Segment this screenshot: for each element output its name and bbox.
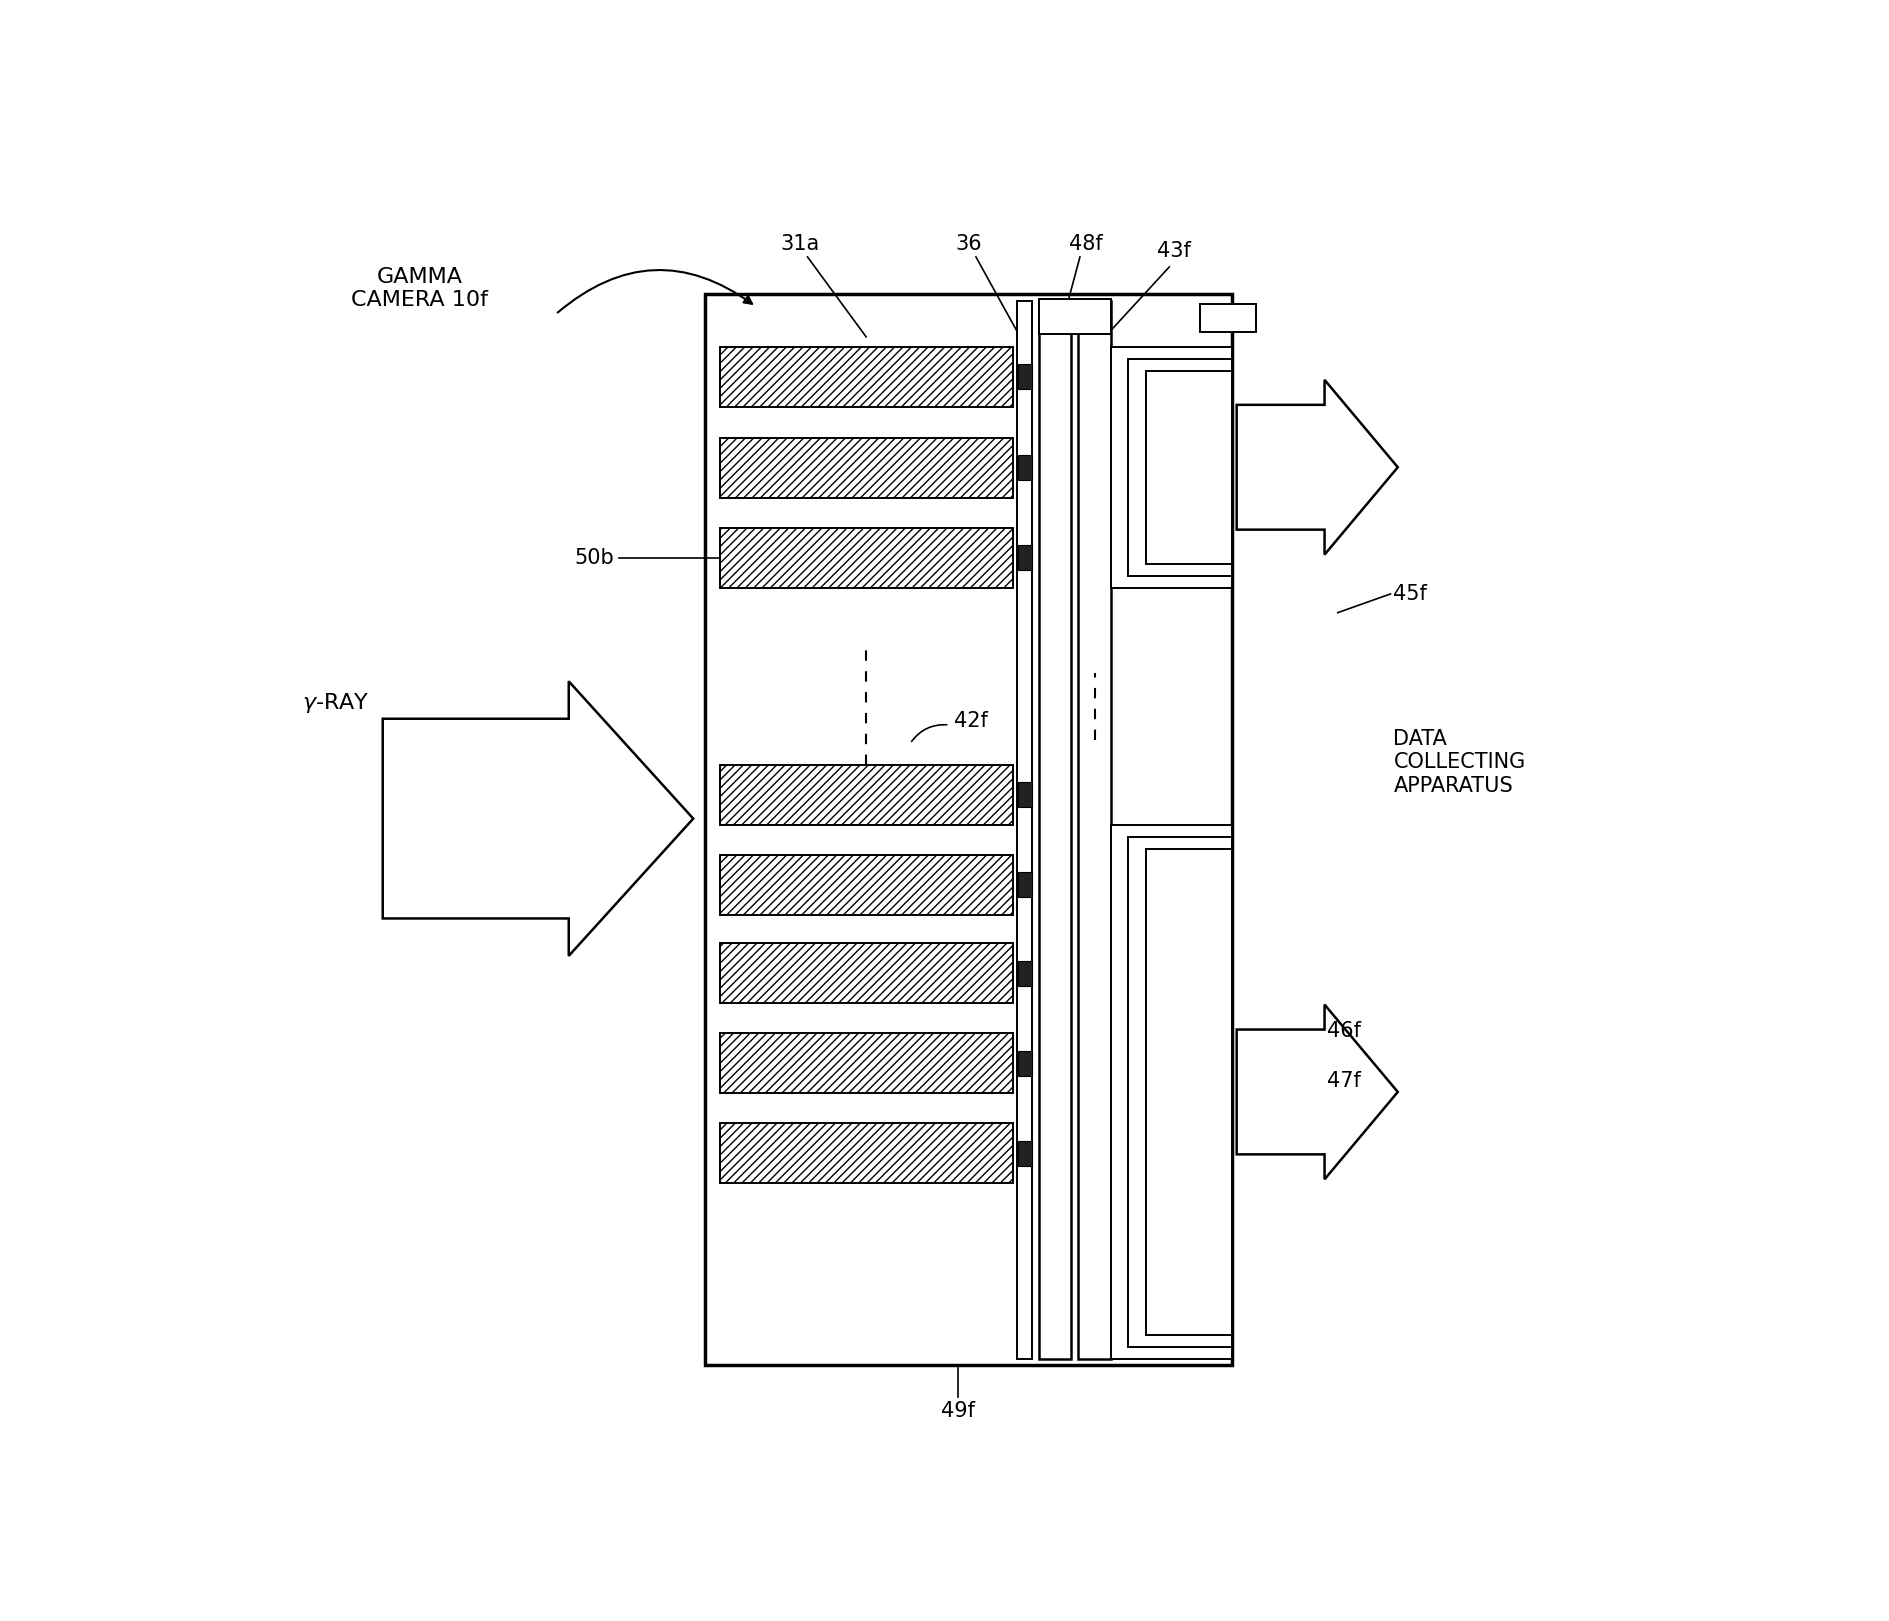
- Bar: [1079, 300, 1111, 1358]
- Polygon shape: [1235, 379, 1398, 554]
- Bar: [1128, 358, 1232, 575]
- Bar: [720, 943, 1013, 1003]
- Bar: [720, 1033, 1013, 1093]
- Text: DATA
COLLECTING
APPARATUS: DATA COLLECTING APPARATUS: [1392, 729, 1524, 796]
- Text: $\gamma$-RAY: $\gamma$-RAY: [302, 691, 370, 715]
- Bar: [1039, 300, 1111, 334]
- Bar: [1018, 365, 1031, 389]
- Bar: [720, 347, 1013, 407]
- Text: 49f: 49f: [941, 1402, 975, 1422]
- Bar: [1018, 872, 1031, 898]
- Bar: [720, 1123, 1013, 1183]
- Bar: [705, 295, 1232, 1365]
- Bar: [720, 438, 1013, 498]
- Bar: [1145, 371, 1232, 564]
- Polygon shape: [1235, 1005, 1398, 1180]
- Bar: [1016, 300, 1031, 1358]
- Bar: [1018, 1141, 1031, 1165]
- Bar: [1111, 825, 1232, 1358]
- Text: 36: 36: [954, 235, 982, 254]
- Text: GAMMA
CAMERA 10f: GAMMA CAMERA 10f: [351, 266, 487, 310]
- Bar: [1200, 305, 1254, 332]
- Bar: [1111, 347, 1232, 588]
- Text: 50b: 50b: [574, 548, 614, 567]
- Bar: [1018, 961, 1031, 986]
- Bar: [1128, 836, 1232, 1347]
- Bar: [1018, 1050, 1031, 1076]
- Text: 31a: 31a: [780, 235, 820, 254]
- Bar: [1018, 456, 1031, 480]
- Bar: [1145, 849, 1232, 1336]
- Bar: [720, 854, 1013, 914]
- Text: 46f: 46f: [1326, 1021, 1360, 1041]
- Bar: [720, 765, 1013, 825]
- Text: 48f: 48f: [1069, 235, 1101, 254]
- Bar: [1018, 545, 1031, 571]
- Bar: [720, 528, 1013, 588]
- Bar: [1039, 300, 1071, 1358]
- Text: 47f: 47f: [1326, 1071, 1360, 1091]
- Polygon shape: [382, 681, 693, 956]
- Text: 43f: 43f: [1156, 240, 1190, 261]
- Bar: [1018, 783, 1031, 807]
- Text: 42f: 42f: [954, 712, 988, 731]
- Text: 45f: 45f: [1392, 584, 1426, 605]
